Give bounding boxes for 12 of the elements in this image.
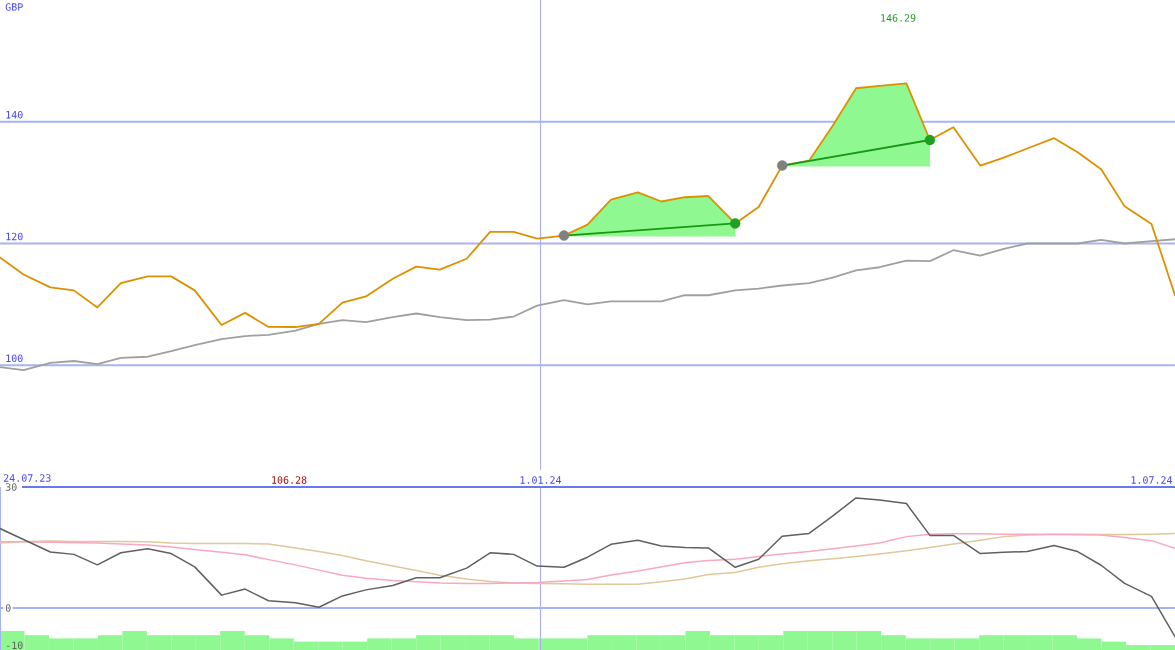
y-tick-label: 0 — [5, 604, 11, 612]
y-tick-label: 120 — [6, 232, 23, 241]
y-tick-label: -10 — [6, 641, 23, 650]
annotation: 24.07.23 — [3, 474, 51, 482]
annotation: 146.29 — [881, 14, 916, 22]
y-tick-label: 100 — [6, 354, 23, 363]
annotation: 106.28 — [272, 476, 307, 484]
x-tick-label: 1.01.24 — [520, 476, 562, 484]
y-tick-label: 30 — [5, 483, 17, 491]
y-tick-label: 140 — [6, 110, 23, 119]
y-axis-title: GBP — [5, 3, 23, 11]
x-tick-label: 1.07.24 — [1131, 476, 1173, 484]
